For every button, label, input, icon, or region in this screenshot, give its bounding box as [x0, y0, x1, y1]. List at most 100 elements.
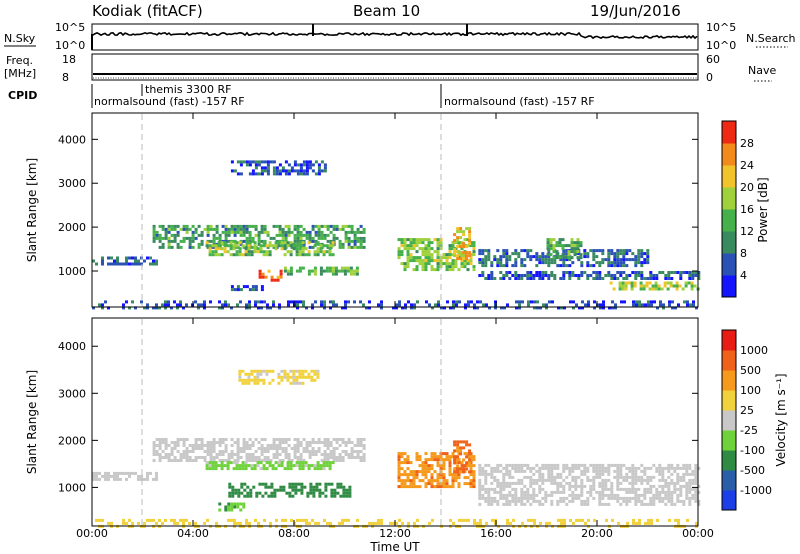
heatmap-cell: [397, 458, 401, 462]
heatmap-cell: [194, 230, 198, 234]
heatmap-cell: [454, 241, 458, 245]
heatmap-cell: [413, 306, 416, 310]
colorbar-tick: -100: [740, 444, 765, 457]
heatmap-cell: [565, 252, 569, 256]
heatmap-cell: [113, 259, 116, 263]
heatmap-cell: [235, 250, 239, 254]
heatmap-cell: [574, 478, 578, 482]
heatmap-cell: [427, 241, 431, 245]
heatmap-cell: [454, 265, 458, 269]
heatmap-cell: [287, 169, 291, 173]
heatmap-cell: [451, 476, 455, 480]
heatmap-cell: [487, 499, 491, 503]
heatmap-cell: [209, 459, 213, 462]
heatmap-cell: [298, 241, 302, 245]
heatmap-cell: [456, 470, 460, 474]
heatmap-cell: [451, 455, 455, 459]
heatmap-cell: [173, 459, 177, 462]
heatmap-cell: [469, 482, 473, 486]
heatmap-cell: [335, 227, 339, 231]
heatmap-cell: [448, 265, 452, 269]
heatmap-cell: [397, 470, 401, 474]
heatmap-cell: [592, 271, 596, 274]
heatmap-cell: [281, 166, 285, 170]
heatmap-cell: [289, 381, 293, 385]
heatmap-cell: [547, 258, 551, 262]
heatmap-cell: [403, 241, 407, 245]
heatmap-cell: [658, 466, 662, 470]
heatmap-cell: [526, 466, 530, 470]
heatmap-cell: [316, 372, 320, 376]
heatmap-cell: [577, 252, 581, 256]
heatmap-cell: [263, 169, 267, 173]
heatmap-cell: [637, 261, 641, 265]
heatmap-cell: [314, 441, 318, 444]
heatmap-cell: [412, 470, 416, 474]
heatmap-cell: [550, 466, 554, 470]
heatmap-cell: [320, 169, 324, 173]
heatmap-cell: [456, 230, 460, 234]
heatmap-cell: [484, 277, 488, 280]
heatmap-cell: [95, 477, 98, 481]
heatmap-cell: [131, 521, 134, 525]
heatmap-cell: [275, 166, 279, 170]
heatmap-cell: [580, 481, 584, 485]
heatmap-cell: [359, 459, 363, 462]
heatmap-cell: [412, 238, 416, 242]
heatmap-cell: [333, 488, 337, 492]
heatmap-cell: [520, 478, 524, 482]
heatmap-cell: [350, 245, 354, 249]
heatmap-cell: [668, 300, 671, 304]
heatmap-cell: [433, 458, 437, 462]
heatmap-cell: [176, 521, 179, 525]
heatmap-cell: [155, 230, 159, 234]
heatmap-cell: [448, 485, 452, 489]
heatmap-cell: [236, 459, 240, 462]
heatmap-cell: [404, 303, 407, 307]
heatmap-cell: [270, 278, 274, 282]
heatmap-cell: [287, 300, 290, 304]
heatmap-cell: [194, 456, 198, 459]
heatmap-cell: [325, 269, 329, 273]
heatmap-cell: [318, 488, 322, 492]
heatmap-cell: [592, 487, 596, 491]
heatmap-cell: [319, 244, 323, 248]
heatmap-cell: [546, 253, 550, 257]
heatmap-cell: [526, 255, 530, 259]
heatmap-cell: [310, 375, 314, 379]
heatmap-cell: [293, 227, 297, 231]
heatmap-cell: [684, 284, 688, 288]
heatmap-cell: [203, 303, 206, 307]
heatmap-cell: [257, 233, 261, 237]
heatmap-cell: [316, 247, 320, 251]
heatmap-cell: [442, 452, 446, 456]
heatmap-cell: [589, 493, 593, 497]
heatmap-cell: [559, 481, 563, 485]
heatmap-cell: [529, 493, 533, 497]
heatmap-cell: [459, 251, 463, 255]
heatmap-cell: [362, 456, 366, 459]
heatmap-cell: [307, 253, 311, 257]
heatmap-cell: [424, 482, 428, 486]
heatmap-cell: [104, 471, 107, 475]
heatmap-cell: [215, 453, 219, 456]
heatmap-cell: [565, 481, 569, 485]
heatmap-cell: [299, 456, 303, 459]
heatmap-cell: [553, 463, 557, 467]
heatmap-cell: [149, 518, 152, 522]
heatmap-cell: [293, 160, 297, 164]
heatmap-cell: [565, 502, 569, 506]
heatmap-cell: [324, 485, 328, 489]
heatmap-cell: [478, 469, 482, 473]
heatmap-cell: [242, 230, 246, 234]
heatmap-cell: [586, 264, 590, 268]
heatmap-cell: [456, 458, 460, 462]
heatmap-cell: [182, 306, 185, 310]
heatmap-cell: [185, 227, 189, 231]
heatmap-cell: [502, 487, 506, 491]
heatmap-cell: [506, 303, 509, 307]
heatmap-cell: [233, 239, 237, 243]
heatmap-cell: [616, 249, 620, 253]
heatmap-cell: [265, 244, 269, 248]
heatmap-cell: [332, 438, 336, 441]
